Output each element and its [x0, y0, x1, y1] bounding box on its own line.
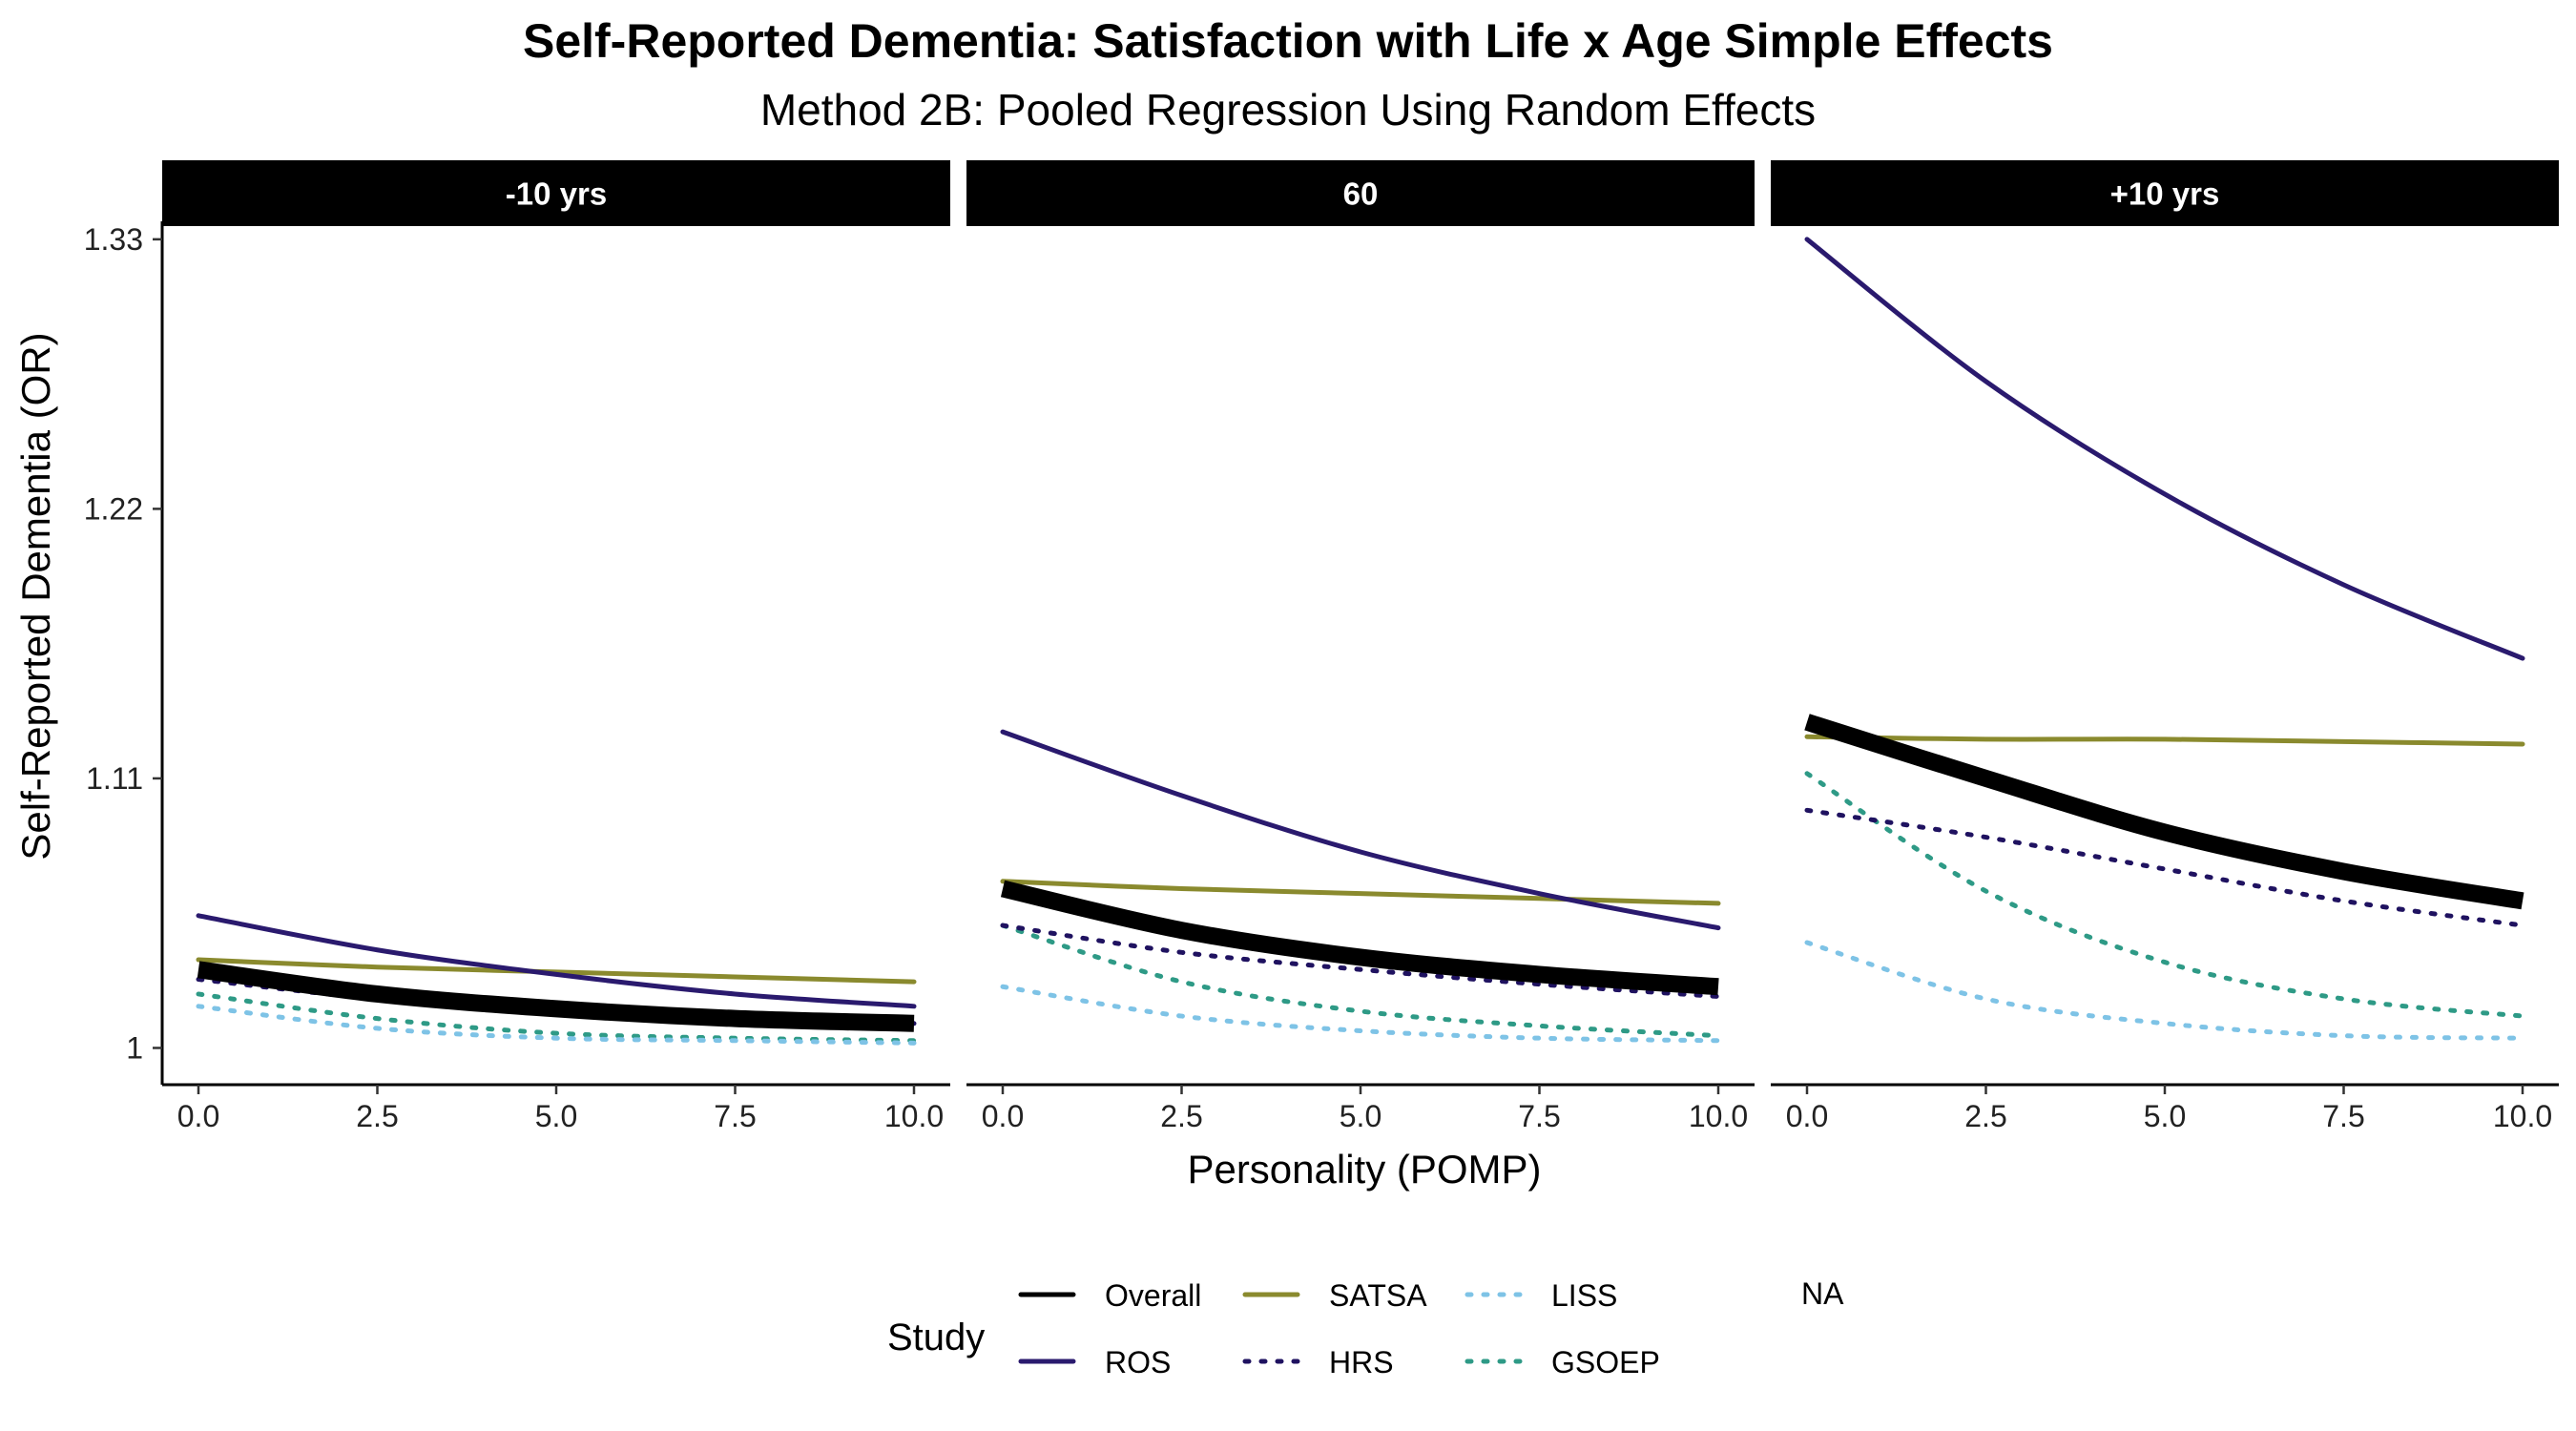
x-tick-label: 0.0 [177, 1099, 219, 1133]
x-tick-label: 7.5 [714, 1099, 756, 1133]
x-tick-label: 2.5 [1160, 1099, 1202, 1133]
legend-item-hrs: HRS [1242, 1345, 1394, 1379]
facet-strip-label: 60 [1343, 176, 1379, 212]
x-tick-label: 0.0 [1786, 1099, 1828, 1133]
legend-title: Study [887, 1317, 985, 1358]
series-line-liss [1000, 984, 1721, 1044]
x-tick-label: 10.0 [2493, 1099, 2552, 1133]
facet-panels: -10 yrs 0.0 2.5 5.0 7.5 10.0 1 1.11 1.22 1.33 60 0.… [84, 160, 2559, 1133]
x-tick-label: 0.0 [982, 1099, 1024, 1133]
series-line-gsoep [1804, 771, 2525, 1019]
series-line-ros [1804, 237, 2525, 661]
series-line-ros [1000, 729, 1721, 931]
series-line-satsa [1000, 879, 1721, 906]
series-line-hrs [1000, 923, 1721, 1000]
series-line-overall [197, 961, 915, 1032]
x-tick-label: 7.5 [2322, 1099, 2364, 1133]
chart-title: Self-Reported Dementia: Satisfaction wit… [523, 14, 2053, 68]
facet-strip-label: -10 yrs [506, 176, 607, 212]
legend-item-satsa: SATSA [1242, 1278, 1427, 1313]
legend-item-liss: LISS [1465, 1278, 1617, 1313]
x-tick-label: 5.0 [2144, 1099, 2186, 1133]
y-tick-label: 1.11 [86, 761, 143, 796]
legend-label: Overall [1105, 1278, 1201, 1313]
series-line-liss [1804, 940, 2525, 1041]
legend-label: HRS [1329, 1345, 1394, 1379]
series-line-overall [1804, 714, 2524, 910]
x-tick-label: 10.0 [1689, 1099, 1748, 1133]
y-tick-label: 1.33 [84, 222, 143, 257]
y-tick-label: 1.22 [84, 491, 143, 526]
x-tick-label: 2.5 [1964, 1099, 2006, 1133]
x-tick-label: 5.0 [1340, 1099, 1381, 1133]
legend-label: SATSA [1329, 1278, 1427, 1313]
legend-item-overall: Overall [1018, 1278, 1201, 1313]
facet-strip [162, 160, 950, 226]
x-tick-label: 7.5 [1518, 1099, 1560, 1133]
facet-strip-label: +10 yrs [2110, 176, 2220, 212]
legend: Study NA Overall ROS SATSA HRS LISS GSOEP [887, 1276, 1844, 1379]
y-tick-label: 1 [126, 1030, 143, 1065]
x-tick-label: 5.0 [535, 1099, 577, 1133]
facet-panel: +10 yrs 0.0 2.5 5.0 7.5 10.0 [1771, 160, 2559, 1133]
facet-strip [1771, 160, 2559, 226]
series-line-gsoep [1000, 923, 1721, 1039]
x-axis-title: Personality (POMP) [1187, 1147, 1541, 1192]
facet-strip [966, 160, 1755, 226]
legend-item-gsoep: GSOEP [1465, 1345, 1660, 1379]
series-line-ros [196, 913, 917, 1009]
series-line-satsa [196, 957, 917, 985]
x-tick-label: 10.0 [884, 1099, 944, 1133]
legend-label: GSOEP [1551, 1345, 1660, 1379]
series-line-satsa [1804, 734, 2525, 747]
legend-item-ros: ROS [1018, 1345, 1171, 1379]
chart-subtitle: Method 2B: Pooled Regression Using Rando… [760, 85, 1816, 135]
legend-label: LISS [1551, 1278, 1617, 1313]
series-line-liss [196, 1004, 917, 1046]
series-line-overall [1000, 880, 1719, 996]
facet-panel: -10 yrs 0.0 2.5 5.0 7.5 10.0 1 1.11 1.22 1.33 [84, 160, 950, 1133]
y-axis-title: Self-Reported Dementia (OR) [13, 332, 58, 860]
x-tick-label: 2.5 [356, 1099, 398, 1133]
legend-na-label: NA [1801, 1276, 1844, 1311]
series-line-hrs [1804, 807, 2525, 928]
legend-label: ROS [1105, 1345, 1171, 1379]
facet-panel: 60 0.0 2.5 5.0 7.5 10.0 [966, 160, 1755, 1133]
